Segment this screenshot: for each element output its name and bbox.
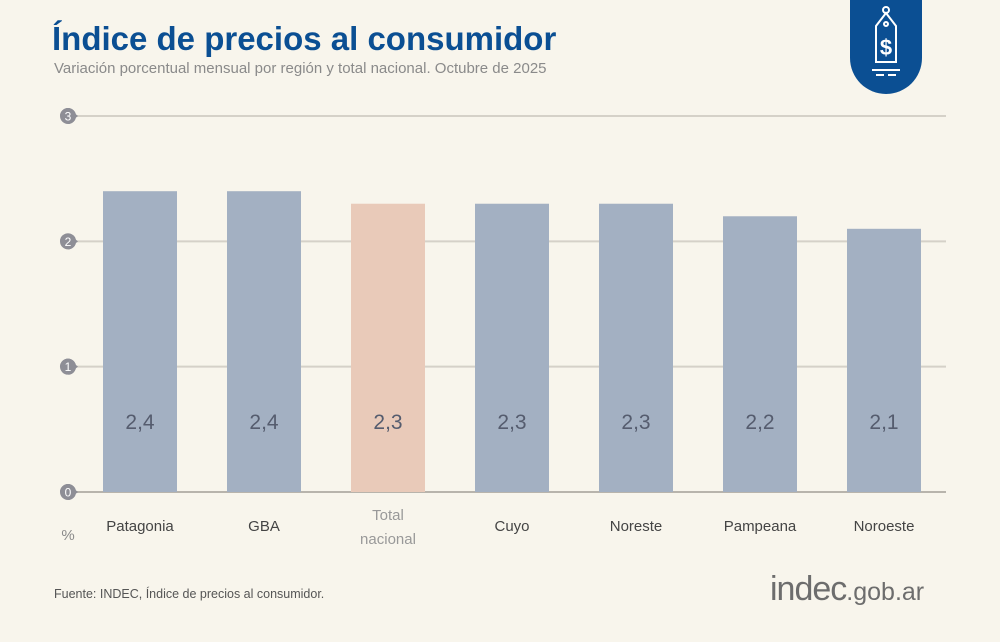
y-tick-label: 2 (65, 235, 72, 249)
bar-pampeana (723, 216, 797, 492)
x-tick-label: Noroeste (854, 518, 915, 535)
bar-cuyo (475, 203, 549, 492)
data-label: 2,1 (869, 411, 898, 434)
indec-logo[interactable]: indec.gob.ar (770, 570, 924, 609)
y-tick-bubble (60, 108, 76, 124)
data-label: 2,2 (745, 411, 774, 434)
x-tick-label: Patagonia (106, 518, 174, 535)
page-title: Índice de precios al consumidor (52, 20, 557, 57)
page-subtitle: Variación porcentual mensual por región … (54, 60, 547, 77)
data-label: 2,3 (497, 411, 526, 434)
logo-main: indec (770, 570, 847, 608)
data-label: 2,3 (373, 411, 402, 434)
y-tick-label: 0 (65, 486, 72, 500)
price-tag-dollar-icon: $ (850, 0, 922, 94)
logo-suffix: .gob.ar (846, 578, 925, 606)
x-tick-label: nacional (360, 531, 416, 548)
bar-noroeste (847, 228, 921, 493)
y-axis-label: % (61, 527, 74, 544)
y-tick-bubble (60, 233, 76, 250)
x-tick-label: Pampeana (724, 518, 797, 535)
source-note: Fuente: INDEC, Índice de precios al cons… (54, 587, 325, 601)
x-tick-label: GBA (248, 518, 280, 535)
data-label: 2,4 (125, 411, 155, 434)
y-tick-bubble (60, 358, 76, 375)
y-tick-label: 3 (65, 110, 72, 124)
x-tick-label: Noreste (610, 518, 663, 535)
x-tick-label: Cuyo (494, 518, 529, 535)
y-tick-label: 1 (65, 360, 72, 374)
data-label: 2,3 (621, 411, 650, 434)
x-tick-label: Total (372, 507, 404, 524)
y-tick-bubble (60, 484, 76, 500)
data-label: 2,4 (249, 411, 279, 434)
bar-gba (227, 191, 301, 492)
bar-noreste (599, 203, 673, 492)
svg-text:$: $ (880, 35, 892, 60)
bar-patagonia (103, 191, 177, 492)
bar-total-nacional (351, 203, 425, 492)
